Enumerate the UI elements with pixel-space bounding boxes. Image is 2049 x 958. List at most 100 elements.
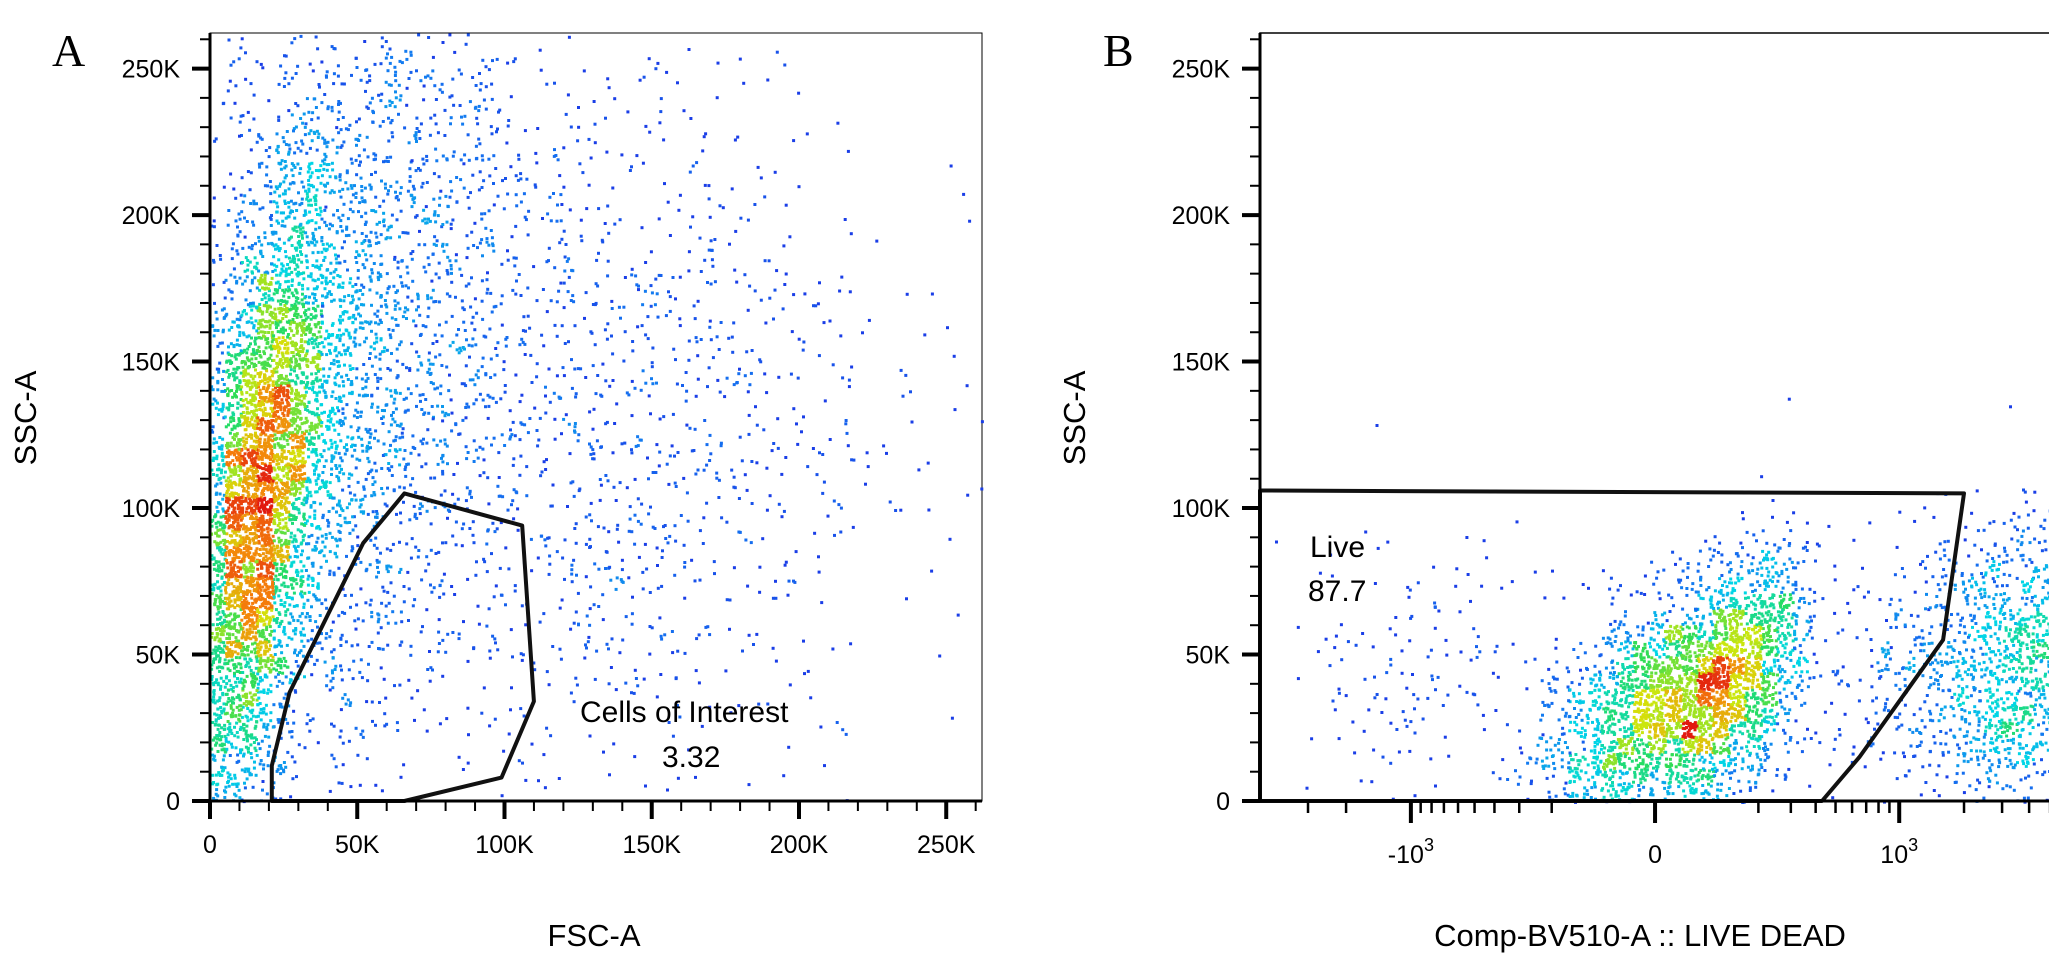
panel-a-dot — [289, 487, 293, 491]
panel-a-dot — [256, 610, 260, 614]
panel-a-dot — [250, 336, 253, 340]
panel-a-dot — [299, 633, 303, 637]
panel-a-dot — [257, 476, 261, 480]
panel-a-dot — [285, 527, 289, 531]
panel-a-dot — [255, 445, 259, 449]
panel-a-dot — [216, 605, 220, 609]
panel-a-dot — [233, 542, 237, 546]
panel-a-dot — [243, 194, 247, 198]
panel-a-dot — [250, 461, 254, 465]
panel-a-dot — [276, 514, 280, 518]
panel-a-dot — [234, 746, 238, 750]
panel-a-dot — [284, 54, 288, 58]
panel-a-dot — [316, 345, 320, 349]
panel-a-dot — [212, 260, 216, 264]
panel-a-dot — [290, 597, 294, 601]
panel-a-dot — [254, 265, 258, 269]
panel-a-dot — [230, 247, 234, 251]
panel-a-dot — [241, 436, 245, 440]
panel-a-dot — [292, 228, 296, 232]
panel-a-dot — [248, 304, 252, 308]
panel-a-dot — [217, 370, 221, 374]
panel-a-dot — [308, 719, 312, 722]
panel-a-dot — [232, 507, 236, 511]
panel-a-dot — [344, 702, 348, 706]
panel-a-dot — [294, 248, 298, 252]
panel-a-dot — [230, 742, 233, 746]
panel-a-dot — [226, 597, 230, 601]
panel-a-dot — [220, 623, 223, 627]
panel-a-dot — [242, 372, 246, 376]
panel-a-dot — [313, 436, 316, 440]
panel-a-dot — [276, 553, 280, 556]
panel-a-dot — [292, 514, 296, 518]
panel-a-dot — [644, 124, 648, 128]
panel-a-dot — [216, 546, 220, 550]
panel-a-dot — [316, 407, 319, 411]
panel-a-dot — [293, 267, 297, 271]
panel-a-dot — [210, 747, 214, 751]
panel-a-dot — [233, 467, 237, 471]
panel-a-dot — [252, 606, 256, 610]
panel-a-dot — [406, 308, 410, 312]
panel-a-dot — [278, 513, 282, 517]
panel-a-dot — [324, 155, 328, 159]
panel-a-dot — [306, 408, 310, 412]
panel-a-dot — [282, 567, 286, 571]
panel-a-dot — [217, 569, 221, 573]
panel-a-dot — [237, 453, 241, 457]
panel-a-dot — [235, 376, 239, 380]
panel-a-dot — [254, 492, 258, 496]
panel-a-dot — [325, 379, 329, 383]
panel-a-dot — [226, 771, 230, 775]
panel-a-dot — [218, 605, 222, 609]
panel-a-dot — [263, 441, 266, 445]
panel-a-dot — [239, 46, 243, 50]
panel-a-dot — [370, 268, 374, 272]
panel-a-dot — [345, 521, 349, 525]
panel-a-dot — [291, 446, 294, 450]
panel-a-dot — [427, 306, 431, 310]
panel-a-dot — [212, 567, 216, 571]
panel-a-dot — [255, 624, 259, 628]
panel-a-dot — [436, 462, 440, 466]
panel-a-dot — [547, 259, 550, 263]
panel-a-dot — [221, 625, 225, 629]
panel-a-dot — [222, 641, 226, 645]
panel-a-dot — [258, 583, 262, 587]
panel-a-dot — [255, 689, 259, 693]
panel-a-dot — [254, 471, 258, 474]
panel-a-dot — [259, 391, 263, 395]
panel-a-dot — [300, 473, 304, 476]
panel-a-dot — [273, 347, 277, 351]
panel-a-dot — [329, 629, 333, 633]
panel-a-dot — [278, 394, 281, 398]
panel-a-dot — [310, 605, 313, 609]
panel-a-dot — [271, 384, 275, 387]
panel-a-dot — [293, 457, 296, 460]
panel-a-dot — [237, 645, 241, 649]
panel-a-dot — [257, 239, 261, 243]
panel-a-dot — [236, 518, 240, 522]
panel-a-dot — [414, 131, 418, 135]
panel-a-dot — [272, 244, 276, 248]
panel-a-dot — [295, 306, 299, 310]
panel-a-dot — [304, 122, 308, 126]
panel-a-dot — [282, 575, 285, 579]
panel-a-dot — [333, 412, 337, 416]
panel-a-dot — [349, 157, 353, 161]
panel-a-dot — [255, 267, 259, 271]
panel-a-dot — [332, 276, 336, 280]
panel-a-dot — [265, 369, 269, 373]
panel-a-dot — [278, 490, 282, 494]
panel-a-dot — [220, 576, 224, 580]
panel-a-dot — [294, 459, 298, 463]
panel-a-dot — [260, 501, 264, 504]
panel-a-dot — [237, 680, 241, 684]
panel-a-dot — [288, 681, 292, 685]
panel-a-dot — [294, 628, 298, 632]
panel-a-dot — [236, 493, 240, 497]
panel-a-dot — [239, 677, 243, 681]
panel-a-dot — [356, 276, 360, 280]
panel-a-dot — [216, 510, 220, 514]
